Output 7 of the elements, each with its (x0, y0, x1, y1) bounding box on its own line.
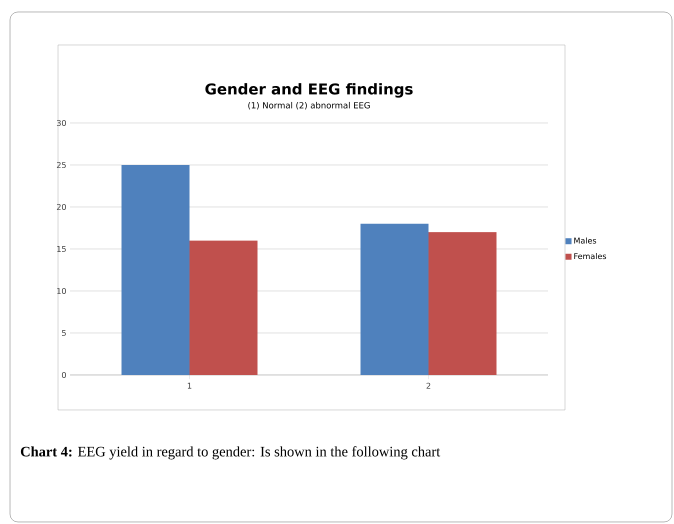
chart-subtitle: (1) Normal (2) abnormal EEG (248, 102, 370, 110)
chart-title: Gender and EEG findings (205, 83, 413, 98)
bar (122, 164, 190, 375)
text: Chart 4: EEG yield in regard to gender: Is shown in the following chart (20, 446, 440, 460)
bar (190, 240, 258, 375)
bar (360, 224, 429, 375)
bar (428, 232, 497, 375)
